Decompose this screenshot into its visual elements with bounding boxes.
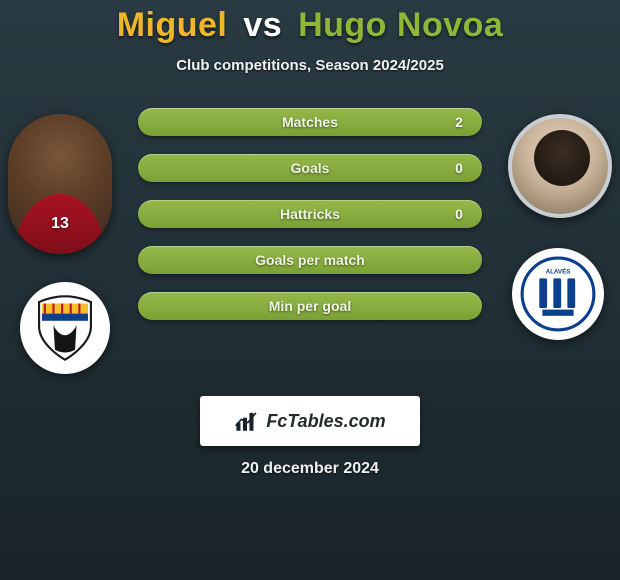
player1-jersey-number: 13 xyxy=(51,215,69,233)
stat-label: Matches xyxy=(170,114,450,130)
stat-bar-matches: Matches 2 xyxy=(138,108,482,136)
stat-bar-hattricks: Hattricks 0 xyxy=(138,200,482,228)
bar-chart-icon xyxy=(234,408,260,434)
date-text: 20 december 2024 xyxy=(241,460,379,478)
footer: FcTables.com 20 december 2024 xyxy=(0,396,620,478)
stat-label: Goals xyxy=(170,160,450,176)
club2-crest: ALAVÉS xyxy=(512,248,604,340)
player2-photo xyxy=(508,114,612,218)
stat-bar-min-per-goal: Min per goal xyxy=(138,292,482,320)
subtitle: Club competitions, Season 2024/2025 xyxy=(0,57,620,74)
valencia-crest-icon xyxy=(29,292,101,364)
stat-label: Min per goal xyxy=(170,298,450,314)
player1-photo: 13 xyxy=(8,114,112,254)
main-content: Miguel vs Hugo Novoa Club competitions, … xyxy=(0,0,620,478)
title-player1: Miguel xyxy=(117,6,228,44)
stat-right-value: 0 xyxy=(450,206,468,222)
stat-right-value: 2 xyxy=(450,114,468,130)
stat-right-value: 0 xyxy=(450,160,468,176)
player1-jersey: 13 xyxy=(15,194,105,254)
stats-area: 13 xyxy=(0,114,620,374)
stat-bars: Matches 2 Goals 0 Hattricks 0 Goals per … xyxy=(138,108,482,320)
brand-text: FcTables.com xyxy=(266,411,385,432)
club1-crest xyxy=(20,282,110,374)
stat-bar-goals: Goals 0 xyxy=(138,154,482,182)
stat-label: Hattricks xyxy=(170,206,450,222)
stat-label: Goals per match xyxy=(170,252,450,268)
title-player2: Hugo Novoa xyxy=(298,6,503,44)
brand-badge: FcTables.com xyxy=(200,396,420,446)
page-title: Miguel vs Hugo Novoa xyxy=(0,6,620,45)
svg-text:ALAVÉS: ALAVÉS xyxy=(546,268,571,276)
alaves-crest-icon: ALAVÉS xyxy=(519,255,597,333)
stat-bar-goals-per-match: Goals per match xyxy=(138,246,482,274)
title-vs: vs xyxy=(243,6,282,44)
